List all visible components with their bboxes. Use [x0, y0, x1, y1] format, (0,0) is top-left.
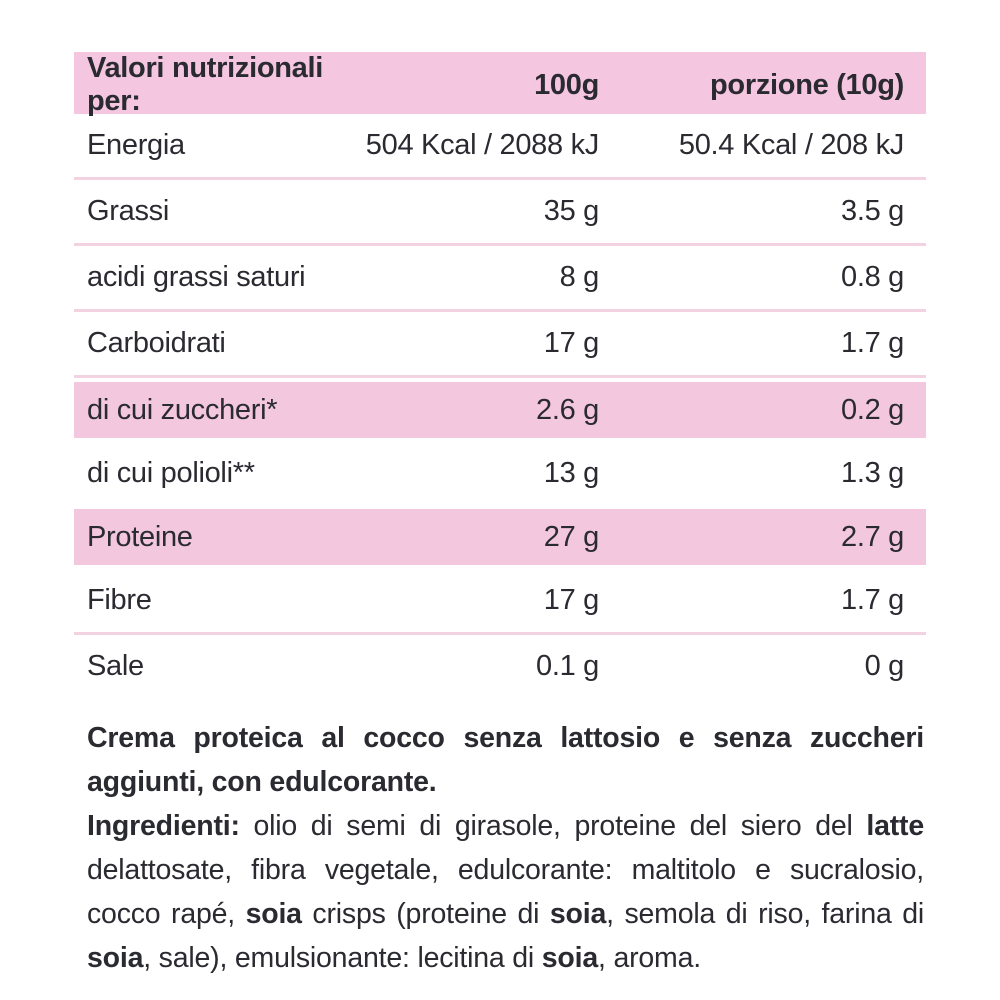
value-per-100g: 504 Kcal / 2088 kJ [365, 129, 600, 161]
value-per-100g: 8 g [559, 261, 600, 293]
bold-text-segment: soia [245, 898, 302, 930]
text-segment: delattosate, fibra vegetale, edulcorante… [87, 854, 924, 930]
row-label: di cui zuccheri* [87, 393, 278, 426]
value-per-portion: 2.7 g [841, 520, 904, 553]
value-per-100g: 17 g [543, 327, 600, 359]
table-row: Proteine 27 g 2.7 g [74, 509, 926, 565]
row-label: Proteine [87, 520, 193, 553]
bold-text-segment: soia [87, 942, 144, 974]
value-per-portion: 0 g [864, 650, 905, 682]
row-divider [74, 243, 926, 246]
value-per-100g: 0.1 g [536, 650, 599, 682]
table-row: Grassi 35 g 3.5 g [74, 180, 926, 243]
value-per-100g: 13 g [543, 457, 600, 489]
table-row: acidi grassi saturi 8 g 0.8 g [74, 246, 926, 309]
value-per-portion: 1.3 g [841, 457, 904, 489]
table-row: Fibre 17 g 1.7 g [74, 569, 926, 632]
value-per-portion: 1.7 g [841, 327, 904, 359]
row-divider [74, 309, 926, 312]
table-row: di cui zuccheri* 2.6 g 0.2 g [74, 382, 926, 438]
table-row: Carboidrati 17 g 1.7 g [74, 312, 926, 375]
header-portion: porzione (10g) [710, 68, 904, 101]
text-segment: olio di semi di girasole, proteine del s… [253, 810, 867, 842]
row-label: Sale [87, 650, 144, 682]
value-per-portion: 1.7 g [841, 584, 904, 616]
bold-text-segment: soia [549, 898, 607, 930]
row-label: acidi grassi saturi [87, 261, 306, 293]
row-divider [74, 632, 926, 635]
value-per-100g: 35 g [543, 195, 600, 227]
text-segment: crisps (proteine di [301, 898, 550, 930]
header-per-100g: 100g [534, 68, 599, 101]
nutrition-table: Valori nutrizionali per: 100g porzione (… [74, 52, 926, 698]
header-label: Valori nutrizionali per: [87, 52, 323, 117]
product-description: Crema proteica al cocco senza lattosio e… [87, 716, 924, 804]
label-text-block: Crema proteica al cocco senza lattosio e… [87, 716, 924, 980]
table-row: di cui polioli** 13 g 1.3 g [74, 442, 926, 505]
bold-text-segment: latte [866, 810, 924, 842]
table-row: Energia 504 Kcal / 2088 kJ 50.4 Kcal / 2… [74, 114, 926, 177]
text-segment: , semola di riso, farina di [606, 898, 924, 930]
row-divider [74, 177, 926, 180]
text-segment: , aroma. [598, 942, 701, 974]
table-body: Energia 504 Kcal / 2088 kJ 50.4 Kcal / 2… [74, 114, 926, 698]
row-label: Carboidrati [87, 327, 226, 359]
row-label: Grassi [87, 195, 169, 227]
value-per-100g: 17 g [543, 584, 600, 616]
bold-text-segment: soia [541, 942, 599, 974]
value-per-100g: 27 g [543, 520, 600, 553]
value-per-100g: 2.6 g [536, 393, 599, 426]
value-per-portion: 50.4 Kcal / 208 kJ [678, 129, 904, 161]
table-row: Sale 0.1 g 0 g [74, 635, 926, 698]
row-label: Fibre [87, 584, 152, 616]
row-divider [74, 375, 926, 378]
row-label: Energia [87, 129, 185, 161]
value-per-portion: 0.2 g [841, 393, 904, 426]
table-header: Valori nutrizionali per: 100g porzione (… [74, 52, 926, 117]
value-per-portion: 0.8 g [841, 261, 904, 293]
text-segment: , sale), emulsionante: lecitina di [143, 942, 542, 974]
row-label: di cui polioli** [87, 457, 255, 489]
value-per-portion: 3.5 g [841, 195, 904, 227]
bold-text-segment: Ingredienti: [87, 810, 254, 842]
ingredients-paragraph: Ingredienti: olio di semi di girasole, p… [87, 804, 924, 980]
bold-text-segment: Crema proteica al cocco senza lattosio e… [87, 722, 924, 798]
